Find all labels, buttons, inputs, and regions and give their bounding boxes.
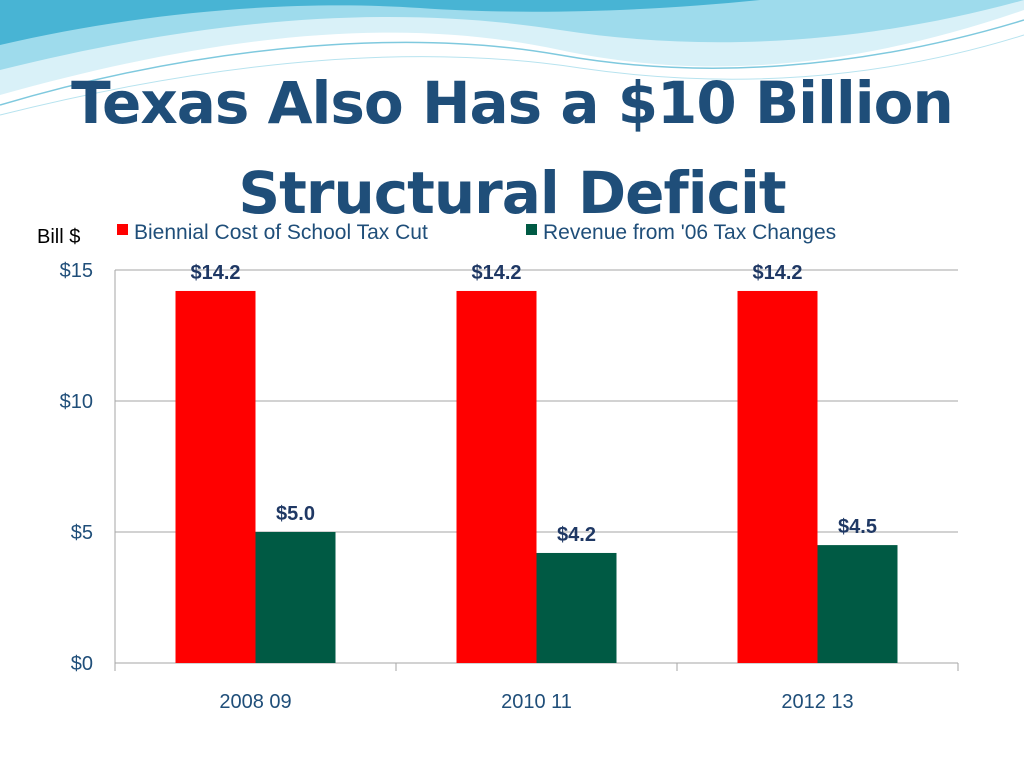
data-label: $4.2 (557, 524, 596, 546)
x-tick-label: 2008 09 (219, 691, 291, 713)
wave-front (0, 0, 760, 45)
slide-title-line-2: Structural Deficit (238, 159, 786, 227)
y-tick-label: $15 (60, 260, 93, 282)
data-label: $4.5 (838, 516, 877, 538)
bar (737, 290, 818, 663)
y-tick-label: $5 (71, 522, 93, 544)
bar (175, 290, 256, 663)
data-label: $14.2 (752, 262, 802, 284)
bar (536, 552, 617, 663)
legend-label: Revenue from '06 Tax Changes (543, 221, 836, 244)
legend-label: Biennial Cost of School Tax Cut (134, 221, 428, 244)
data-label: $5.0 (276, 503, 315, 525)
data-label: $14.2 (471, 262, 521, 284)
unit-label: Bill $ (37, 226, 80, 248)
y-tick-label: $0 (71, 653, 93, 675)
slide-title-line-1: Texas Also Has a $10 Billion (71, 69, 954, 137)
legend-swatch (117, 224, 128, 235)
x-tick-label: 2010 11 (501, 691, 572, 713)
x-tick-label: 2012 13 (781, 691, 853, 713)
y-tick-label: $10 (60, 391, 93, 413)
legend-swatch (526, 224, 537, 235)
slide-title: Texas Also Has a $10 Billion Structural … (0, 58, 1024, 238)
bar (817, 545, 898, 663)
wave-line-2 (0, 34, 1024, 116)
wave-line-1 (0, 19, 1024, 106)
bar (456, 290, 537, 663)
data-label: $14.2 (190, 262, 240, 284)
wave-mid (0, 0, 1024, 70)
bar (255, 532, 336, 663)
header-wave-decoration (0, 0, 1024, 116)
